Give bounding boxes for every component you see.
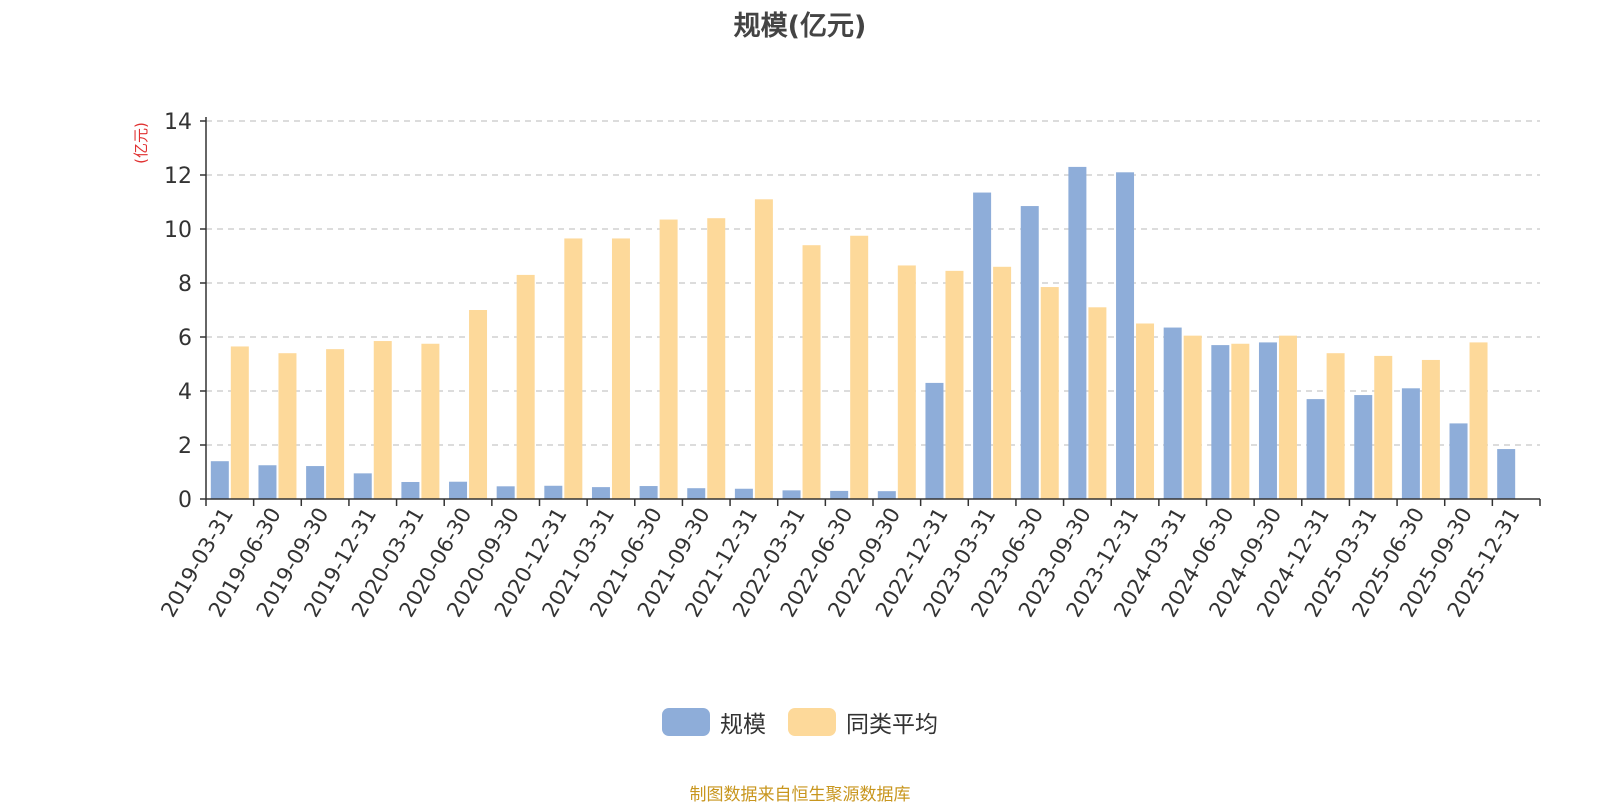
chart-title: 规模(亿元) bbox=[733, 11, 867, 42]
bar-peer-average bbox=[897, 265, 916, 499]
bar-peer-average bbox=[326, 349, 345, 499]
bar-scale bbox=[210, 461, 229, 499]
y-tick-label: 8 bbox=[178, 272, 192, 297]
legend-item-peer-average[interactable]: 同类平均 bbox=[788, 705, 938, 739]
bar-peer-average bbox=[1326, 353, 1345, 499]
y-tick-label: 10 bbox=[164, 218, 192, 243]
bar-scale bbox=[496, 486, 515, 499]
bar-scale bbox=[258, 465, 277, 499]
bar-scale bbox=[1211, 345, 1230, 499]
bar-peer-average bbox=[564, 238, 583, 499]
bar-peer-average bbox=[1231, 343, 1250, 499]
y-tick-label: 12 bbox=[164, 164, 192, 189]
bar-scale bbox=[973, 192, 992, 500]
bar-peer-average bbox=[1183, 335, 1202, 499]
bar-peer-average bbox=[1278, 335, 1297, 499]
bar-scale bbox=[591, 487, 610, 499]
bar-scale bbox=[1116, 172, 1135, 500]
legend-swatch-scale bbox=[662, 708, 710, 736]
bar-peer-average bbox=[516, 274, 535, 499]
bar-peer-average bbox=[1469, 342, 1488, 499]
bar-peer-average bbox=[469, 310, 488, 499]
bar-scale bbox=[544, 485, 563, 499]
legend-item-scale[interactable]: 规模 bbox=[662, 705, 766, 739]
bar-scale bbox=[1163, 327, 1182, 499]
y-tick-label: 6 bbox=[178, 326, 192, 351]
bars bbox=[210, 166, 1516, 500]
legend-label-peer-average: 同类平均 bbox=[846, 712, 938, 738]
bar-scale bbox=[830, 490, 849, 499]
bar-peer-average bbox=[707, 218, 726, 499]
bar-scale bbox=[353, 473, 372, 499]
bar-peer-average bbox=[611, 238, 630, 499]
bar-scale bbox=[1068, 166, 1087, 499]
bar-scale bbox=[401, 481, 420, 499]
bar-peer-average bbox=[1040, 287, 1059, 499]
bar-peer-average bbox=[993, 266, 1012, 499]
y-tick-label: 4 bbox=[178, 380, 192, 405]
bar-peer-average bbox=[421, 343, 440, 499]
bar-peer-average bbox=[1421, 359, 1440, 499]
legend: 规模 同类平均 bbox=[0, 705, 1600, 739]
bar-peer-average bbox=[373, 341, 392, 499]
bar-scale bbox=[782, 490, 801, 499]
bar-scale bbox=[877, 491, 896, 499]
bar-scale bbox=[449, 481, 468, 499]
y-tick-label: 14 bbox=[164, 110, 192, 135]
y-tick-label: 2 bbox=[178, 434, 192, 459]
bar-scale bbox=[1354, 395, 1373, 499]
bar-scale bbox=[1449, 423, 1468, 499]
bar-scale bbox=[687, 488, 706, 499]
bar-scale bbox=[734, 488, 753, 499]
bar-scale bbox=[1401, 388, 1420, 499]
y-tick-label: 0 bbox=[178, 488, 192, 513]
bar-scale bbox=[1258, 342, 1277, 499]
source-note: 制图数据来自恒生聚源数据库 bbox=[689, 785, 911, 805]
bar-peer-average bbox=[1136, 323, 1155, 499]
bar-scale bbox=[306, 466, 325, 499]
bar-peer-average bbox=[1088, 307, 1107, 499]
bar-scale bbox=[925, 382, 944, 499]
y-axis-label: (亿元) bbox=[132, 122, 150, 164]
legend-swatch-peer-average bbox=[788, 708, 836, 736]
bar-scale bbox=[1306, 399, 1325, 499]
bar-peer-average bbox=[230, 346, 249, 499]
bar-scale bbox=[1497, 449, 1516, 499]
bar-peer-average bbox=[1374, 355, 1393, 499]
legend-label-scale: 规模 bbox=[720, 712, 766, 738]
bar-scale bbox=[1020, 206, 1039, 500]
bar-peer-average bbox=[754, 199, 773, 500]
bar-peer-average bbox=[659, 219, 678, 500]
bar-peer-average bbox=[278, 353, 297, 499]
bar-peer-average bbox=[802, 245, 821, 499]
bar-scale bbox=[639, 486, 658, 499]
bar-peer-average bbox=[945, 270, 964, 499]
bar-peer-average bbox=[850, 235, 869, 499]
